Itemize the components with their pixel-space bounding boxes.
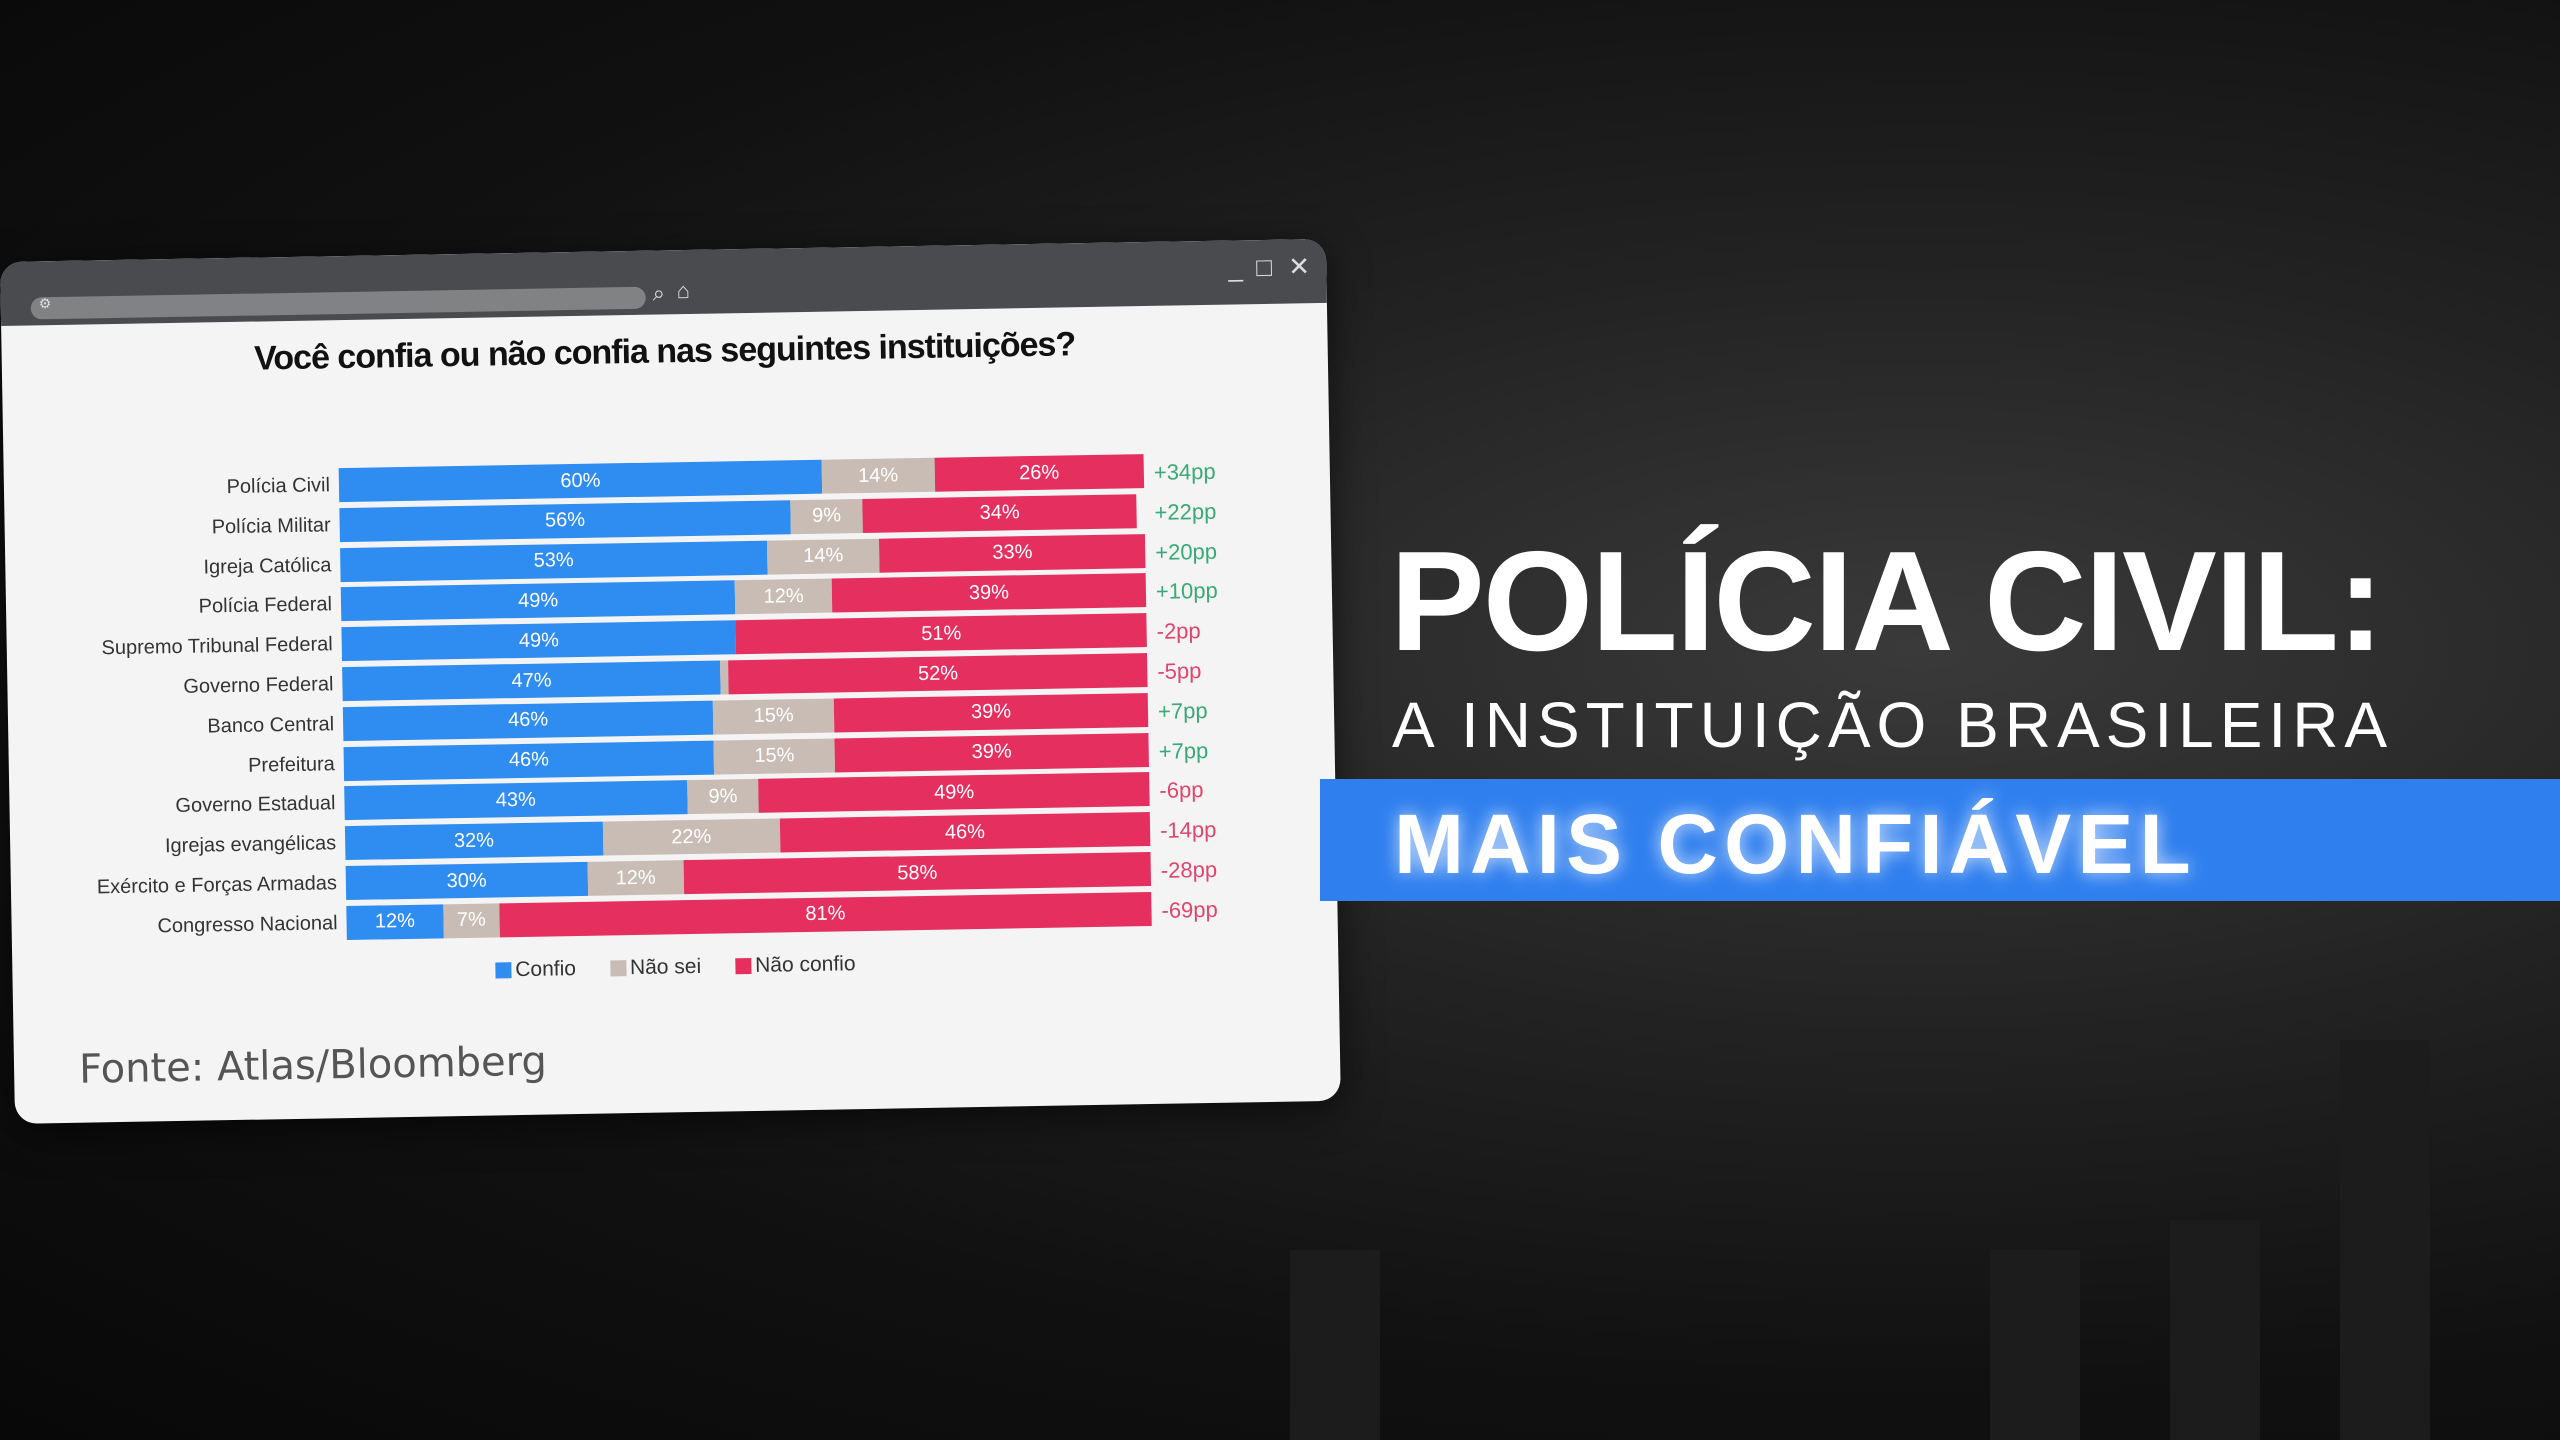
bar-segment-nao-confio: 49% — [758, 772, 1150, 814]
headline-highlight: MAIS CONFIÁVEL — [1394, 797, 2197, 891]
bar-segment-confio: 12% — [346, 904, 444, 940]
home-icon[interactable]: ⌂ — [676, 277, 691, 304]
category-label: Polícia Militar — [211, 514, 331, 539]
bar-segment-nao-confio: 51% — [735, 613, 1147, 655]
stacked-bar: 60% 14% 26% — [338, 454, 1145, 503]
bar-segment-nao-confio: 81% — [499, 891, 1152, 938]
bar-segment-nao-sei: 14% — [821, 457, 935, 494]
close-button[interactable]: ✕ — [1288, 251, 1311, 282]
settings-icon[interactable]: ⚙ — [38, 295, 52, 312]
bar-segment-confio: 53% — [340, 540, 768, 582]
background-chart-bar — [1290, 1250, 1380, 1440]
bar-segment-confio: 60% — [338, 459, 823, 503]
legend-item-confio: Confio — [495, 957, 576, 982]
net-label: +7pp — [1158, 737, 1209, 764]
net-label: +7pp — [1157, 697, 1208, 724]
net-label: -5pp — [1157, 658, 1202, 684]
bar-segment-confio: 56% — [339, 500, 791, 542]
search-icon[interactable]: ⌕ — [652, 280, 666, 306]
legend-swatch — [735, 957, 752, 975]
bar-segment-confio: 46% — [343, 740, 715, 781]
highlight-band — [1320, 779, 2560, 901]
net-label: +10pp — [1155, 578, 1218, 605]
legend-item-nao-sei: Não sei — [609, 954, 702, 981]
category-label: Polícia Federal — [198, 593, 333, 618]
bar-segment-nao-sei: 12% — [735, 578, 833, 615]
legend-label: Não confio — [754, 952, 856, 977]
legend-swatch — [609, 960, 627, 977]
net-label: +22pp — [1154, 498, 1217, 525]
minimize-button[interactable]: _ — [1228, 252, 1244, 283]
category-label: Polícia Civil — [226, 474, 331, 499]
bar-segment-nao-sei: 14% — [766, 538, 880, 575]
category-label: Governo Estadual — [175, 792, 336, 818]
headline-subtitle: A INSTITUIÇÃO BRASILEIRA — [1392, 689, 2394, 761]
bar-segment-nao-sei: 9% — [790, 498, 864, 535]
bar-segment-nao-confio: 33% — [879, 533, 1146, 573]
bar-segment-nao-confio: 39% — [833, 692, 1149, 733]
legend-swatch — [495, 962, 512, 979]
background-chart-bar — [2170, 1220, 2260, 1440]
bar-segment-nao-confio: 39% — [831, 573, 1147, 613]
category-label: Exército e Forças Armadas — [96, 872, 338, 899]
legend-item-nao-confio: Não confio — [735, 952, 856, 978]
legend-label: Confio — [515, 957, 577, 982]
bar-segment-nao-confio: 39% — [834, 732, 1149, 773]
net-label: +20pp — [1155, 538, 1218, 565]
browser-window: ⚙ ⌕ ⌂ _ □ ✕ Você confia ou não confia na… — [0, 238, 1341, 1124]
bar-segment-nao-confio: 34% — [862, 494, 1137, 533]
net-label: +34pp — [1153, 458, 1216, 485]
net-label: -6pp — [1159, 777, 1204, 804]
bar-segment-nao-sei: 12% — [587, 860, 685, 896]
bar-segment-confio: 30% — [345, 861, 588, 901]
source-caption: Fonte: Atlas/Bloomberg — [78, 1038, 548, 1093]
bar-segment-confio: 49% — [341, 620, 737, 662]
bar-segment-nao-sei: 15% — [713, 698, 835, 735]
bar-segment-confio: 49% — [340, 580, 736, 622]
bar-segment-nao-sei: 22% — [602, 818, 781, 856]
bar-segment-nao-sei: 15% — [713, 738, 836, 775]
background-chart-bar — [2340, 1040, 2430, 1440]
bar-segment-nao-confio: 58% — [683, 852, 1152, 895]
category-label: Supremo Tribunal Federal — [101, 633, 333, 660]
category-label: Prefeitura — [247, 752, 336, 777]
headline-title: POLÍCIA CIVIL: — [1390, 522, 2384, 681]
net-label: -69pp — [1161, 896, 1218, 923]
background-chart-bar — [1990, 1250, 2080, 1440]
maximize-button[interactable]: □ — [1256, 251, 1273, 283]
bar-segment-confio: 43% — [344, 780, 688, 821]
bar-segment-nao-confio: 26% — [934, 454, 1145, 492]
category-label: Igreja Católica — [203, 553, 332, 579]
bar-segment-nao-confio: 52% — [728, 653, 1148, 695]
chart-title: Você confia ou não confia nas seguintes … — [253, 325, 1076, 378]
category-label: Congresso Nacional — [157, 912, 338, 938]
legend-label: Não sei — [629, 954, 702, 980]
category-label: Governo Federal — [183, 673, 334, 698]
bar-segment-nao-confio: 46% — [779, 812, 1151, 853]
net-label: -28pp — [1160, 856, 1218, 883]
bar-segment-nao-sei: 7% — [442, 903, 500, 939]
bar-segment-confio: 32% — [344, 821, 604, 861]
net-label: -2pp — [1156, 618, 1201, 645]
bar-segment-confio: 47% — [342, 660, 722, 702]
chart-legend: Confio Não sei Não confio — [12, 944, 1338, 991]
category-label: Banco Central — [207, 713, 335, 738]
bar-segment-nao-sei: 9% — [686, 779, 760, 815]
category-label: Igrejas evangélicas — [164, 832, 337, 858]
address-bar[interactable]: ⚙ — [30, 286, 646, 320]
net-label: -14pp — [1159, 817, 1217, 844]
bar-segment-confio: 46% — [342, 700, 714, 741]
